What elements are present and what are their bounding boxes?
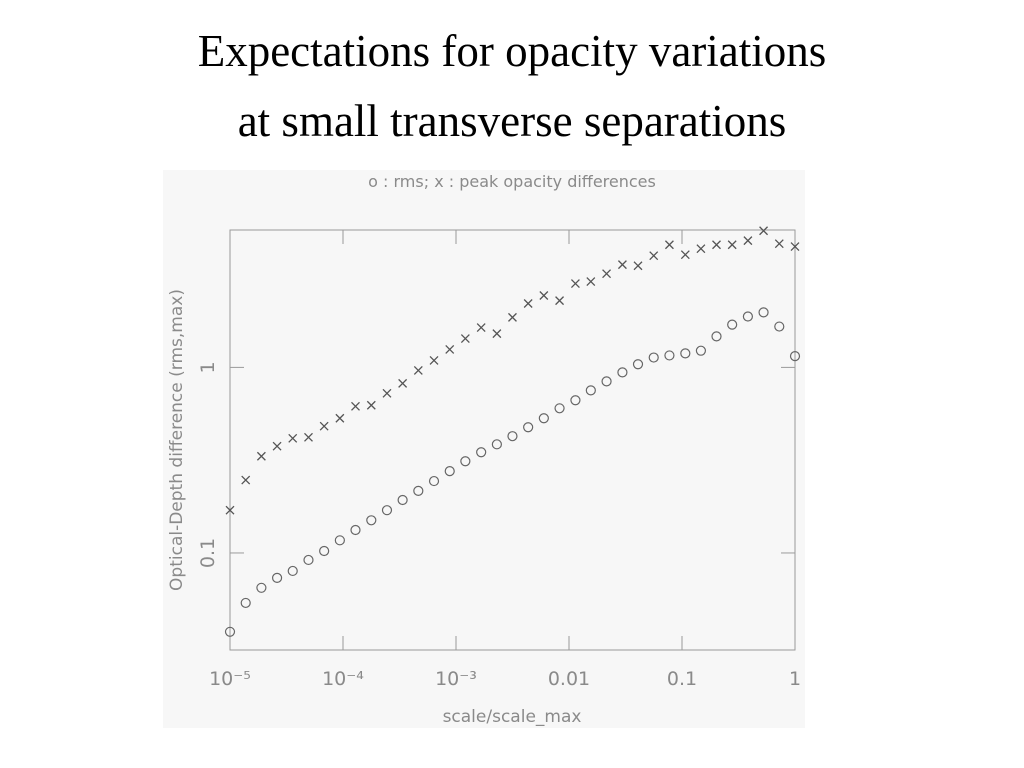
x-tick-label: 10⁻³ <box>435 668 477 690</box>
x-marker <box>225 505 235 515</box>
circle-marker <box>334 535 345 546</box>
y-axis-label: Optical-Depth difference (rms,max) <box>167 289 187 591</box>
x-tick-label: 0.1 <box>667 668 697 690</box>
x-marker <box>272 441 282 451</box>
circle-marker <box>444 466 455 477</box>
x-marker <box>586 277 596 287</box>
circle-marker <box>303 554 314 566</box>
circle-marker <box>460 456 471 467</box>
circle-marker <box>319 545 330 557</box>
circle-marker <box>680 348 691 359</box>
circle-marker <box>617 367 628 378</box>
x-tick-label: 10⁻⁴ <box>322 668 364 690</box>
x-marker <box>774 239 784 249</box>
circle-marker <box>695 345 707 356</box>
circle-marker <box>428 475 440 487</box>
x-marker <box>680 250 690 260</box>
circle-marker <box>648 352 659 363</box>
x-marker <box>319 421 329 431</box>
x-marker <box>712 240 721 250</box>
subtitle: o : rms; x : peak opacity differences <box>368 172 656 191</box>
x-marker <box>790 242 800 251</box>
circle-marker <box>350 524 361 536</box>
x-marker <box>727 240 737 250</box>
x-tick-label: 10⁻⁵ <box>209 668 251 690</box>
x-marker <box>633 261 643 271</box>
circle-marker <box>538 413 549 424</box>
circle-marker <box>632 359 644 370</box>
x-marker <box>539 291 549 300</box>
y-tick-label: 1 <box>197 361 219 373</box>
circle-marker <box>601 376 612 387</box>
circle-marker <box>366 515 377 526</box>
circle-marker <box>476 447 487 458</box>
circle-marker <box>271 572 283 583</box>
circle-marker <box>774 321 785 332</box>
x-marker <box>304 432 313 442</box>
circle-marker <box>664 350 675 361</box>
x-tick-label: 1 <box>789 668 801 690</box>
x-marker <box>508 312 517 322</box>
x-marker <box>743 236 753 246</box>
x-marker <box>460 334 470 344</box>
circle-marker <box>585 385 596 396</box>
circle-marker <box>224 626 236 637</box>
circle-marker <box>711 331 722 342</box>
x-marker <box>429 355 439 365</box>
title: Expectations for opacity variations <box>198 26 827 76</box>
x-marker <box>570 279 580 289</box>
x-marker <box>617 260 627 270</box>
circle-marker <box>789 351 801 362</box>
circle-marker <box>727 319 738 330</box>
circle-marker <box>381 505 393 516</box>
x-marker <box>382 388 392 398</box>
x-marker <box>664 240 674 250</box>
x-marker <box>288 433 298 443</box>
circle-marker <box>413 485 424 497</box>
x-marker <box>256 451 266 461</box>
x-marker <box>366 400 376 410</box>
x-axis-label: scale/scale_max <box>443 707 582 727</box>
plot-frame <box>229 229 796 651</box>
x-marker <box>398 378 408 388</box>
x-marker <box>759 226 769 236</box>
circle-marker <box>287 565 298 577</box>
circle-marker <box>240 597 251 609</box>
x-tick-label: 0.01 <box>548 668 590 690</box>
x-marker <box>476 323 486 332</box>
x-marker <box>413 365 423 375</box>
x-marker <box>523 299 533 308</box>
x-marker <box>351 401 360 411</box>
x-marker <box>555 296 565 306</box>
x-marker <box>649 251 659 261</box>
x-marker <box>335 413 345 423</box>
circle-marker <box>758 307 769 318</box>
x-marker <box>492 329 502 339</box>
circle-marker <box>507 431 518 442</box>
x-marker <box>445 344 455 354</box>
title-line-2: at small transverse separations <box>238 96 787 146</box>
circle-marker <box>256 582 267 593</box>
x-marker <box>241 475 251 485</box>
y-tick-label: 0.1 <box>197 538 219 568</box>
circle-marker <box>570 395 581 406</box>
circle-marker <box>554 403 565 414</box>
circle-marker <box>397 494 408 506</box>
x-marker <box>696 244 706 254</box>
x-marker <box>602 269 612 279</box>
circle-marker <box>742 311 754 322</box>
circle-marker <box>491 439 502 450</box>
circle-marker <box>523 422 534 433</box>
